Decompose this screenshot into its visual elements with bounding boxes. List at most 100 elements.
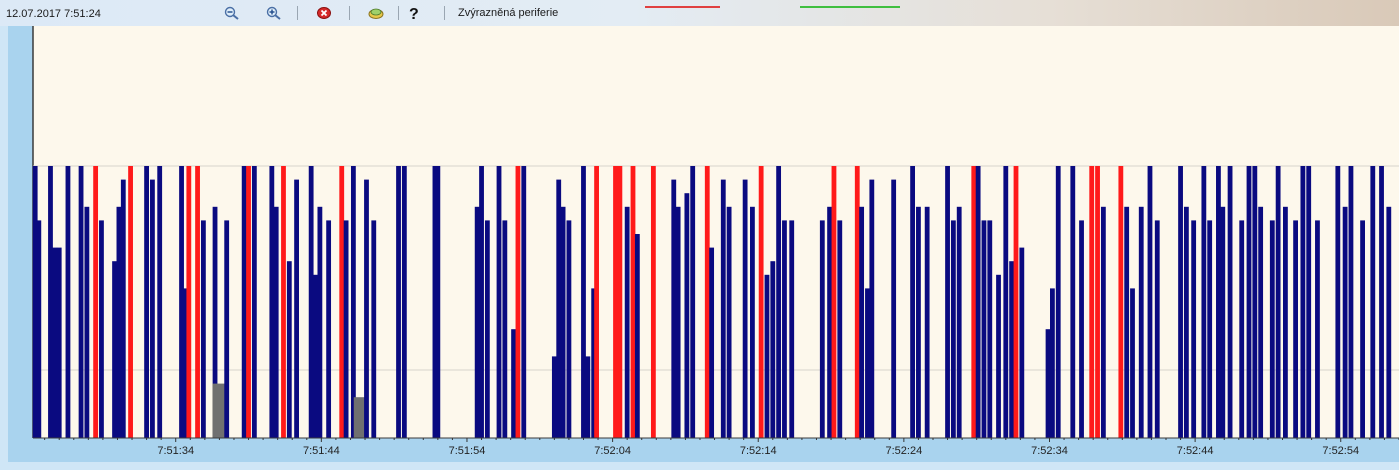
data-bar — [1013, 166, 1019, 438]
data-bar — [273, 206, 279, 438]
data-bar — [281, 166, 286, 438]
data-bar — [343, 220, 349, 438]
zoom-in-button[interactable] — [264, 5, 284, 21]
data-bar — [1360, 220, 1365, 438]
data-bar — [339, 166, 345, 438]
data-bar — [396, 166, 401, 438]
x-tick-label: 7:52:14 — [740, 445, 777, 457]
x-tick-label: 7:52:44 — [1177, 445, 1214, 457]
data-bar — [981, 220, 987, 438]
toolbar-separator — [349, 6, 350, 20]
timeline-chart[interactable]: 7:51:34 7:51:44 7:51:54 7:52:04 7:52:14 7:52:… — [8, 26, 1399, 462]
data-bar — [837, 220, 843, 438]
data-bar — [435, 166, 441, 438]
data-bar — [624, 206, 630, 438]
data-bar — [742, 179, 748, 438]
zoom-in-icon — [266, 6, 281, 20]
data-bar — [566, 220, 572, 438]
data-bar — [869, 179, 875, 438]
data-bar — [1050, 288, 1055, 438]
data-bar — [48, 166, 53, 438]
data-bar — [1293, 220, 1299, 438]
data-bar — [1335, 166, 1341, 438]
highlight-marker-green — [800, 6, 900, 8]
data-bar — [1019, 247, 1025, 438]
data-bar — [827, 206, 832, 438]
data-bar — [32, 166, 38, 438]
data-bar — [859, 206, 865, 438]
data-bar — [212, 383, 227, 438]
data-bar — [99, 220, 104, 438]
data-bar — [945, 166, 950, 438]
data-bar — [1100, 206, 1106, 438]
data-bar — [195, 166, 200, 438]
data-bar — [116, 206, 122, 438]
data-bar — [1252, 166, 1258, 438]
data-bar — [956, 206, 962, 438]
data-bar — [782, 220, 787, 438]
data-bar — [1147, 166, 1153, 438]
data-bar — [776, 166, 782, 438]
data-bar — [1300, 166, 1306, 438]
toolbar: 12.07.2017 7:51:24 ? — [0, 0, 1399, 26]
data-bar — [1124, 206, 1130, 438]
data-bar — [1348, 166, 1354, 438]
data-bar — [371, 220, 377, 438]
data-bar — [971, 166, 977, 438]
help-button[interactable]: ? — [404, 5, 424, 21]
x-tick-label: 7:52:04 — [594, 445, 631, 457]
delete-button[interactable] — [314, 5, 334, 21]
plot-background — [33, 26, 1399, 438]
data-bar — [690, 166, 696, 438]
data-bar — [1138, 206, 1144, 438]
data-bar — [401, 166, 407, 438]
data-bar — [613, 166, 618, 438]
data-bar — [496, 166, 502, 438]
zoom-out-button[interactable] — [222, 5, 242, 21]
data-bar — [585, 356, 591, 438]
data-bar — [1342, 206, 1348, 438]
data-bar — [1370, 166, 1376, 438]
data-bar — [1207, 220, 1213, 438]
data-bar — [581, 166, 586, 438]
highlighter-icon — [368, 8, 384, 19]
data-bar — [484, 220, 490, 438]
data-bar — [521, 166, 527, 438]
data-bar — [1055, 166, 1061, 438]
data-bar — [1070, 166, 1076, 438]
data-bar — [831, 166, 837, 438]
data-bar — [56, 247, 62, 438]
zoom-out-icon — [224, 6, 239, 20]
data-bar — [975, 166, 981, 438]
data-bar — [1079, 220, 1084, 438]
data-bar — [128, 166, 133, 438]
data-bar — [186, 166, 192, 438]
data-bar — [150, 179, 155, 438]
help-icon: ? — [409, 6, 419, 21]
data-bar — [1154, 220, 1160, 438]
data-bar — [36, 220, 42, 438]
data-bar — [432, 166, 438, 438]
data-bar — [78, 166, 84, 438]
data-bar — [996, 274, 1001, 438]
data-bar — [120, 179, 126, 438]
highlight-marker-red — [645, 6, 720, 8]
data-bar — [474, 206, 480, 438]
data-bar — [758, 166, 764, 438]
data-bar — [591, 288, 597, 438]
data-bar — [511, 329, 516, 438]
toolbar-separator — [398, 6, 399, 20]
data-bar — [704, 166, 710, 438]
data-bar — [241, 166, 247, 438]
data-bar — [1246, 166, 1252, 438]
highlighted-peripheral-label: Zvýrazněná periferie — [458, 7, 559, 19]
data-bar — [479, 166, 484, 438]
data-bar — [1095, 166, 1100, 438]
highlight-button[interactable] — [366, 5, 386, 21]
data-bar — [726, 206, 732, 438]
data-bar — [671, 179, 677, 438]
data-bar — [1118, 166, 1124, 438]
data-bar — [1220, 206, 1226, 438]
data-bar — [617, 166, 623, 438]
data-bar — [770, 261, 776, 438]
